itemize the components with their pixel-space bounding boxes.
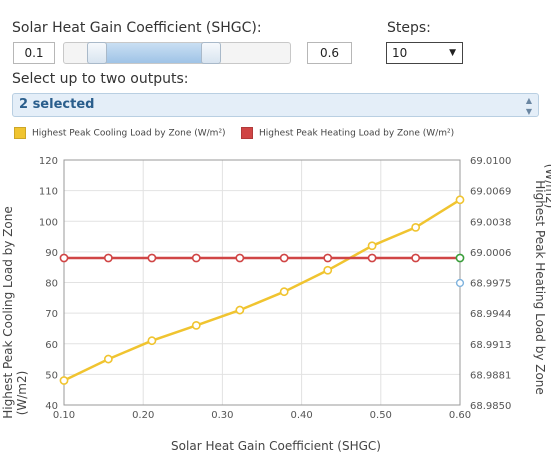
y-left-tick-label: 40 [45,401,58,412]
data-point-cooling [59,376,69,385]
y-right-tick-label: 69.0100 [470,156,511,167]
y-left-tick-label: 50 [45,370,58,381]
y-left-tick-label: 70 [45,309,58,320]
data-point-cooling [147,336,157,346]
legend-label-heating: Highest Peak Heating Load by Zone (W/m²) [259,128,455,139]
data-point-heating [279,253,289,263]
data-point-cooling [367,241,377,251]
chevron-down-icon: ▼ [449,48,456,58]
y-left-tick-label: 90 [45,248,58,259]
y-right-tick-label: 68.9975 [470,279,511,290]
legend-item-heating[interactable]: Highest Peak Heating Load by Zone (W/m²) [241,127,454,140]
shgc-max-input[interactable]: 0.6 [307,42,352,64]
x-tick-label: 0.10 [53,410,75,421]
data-point-cooling [455,195,465,205]
data-point-heating [103,253,113,263]
outputs-multiselect[interactable]: 2 selected ▲ ▼ [12,93,539,117]
y-left-axis-unit: (W/m2) [15,371,29,416]
outputs-label: Select up to two outputs: [12,71,189,87]
y-right-tick-label: 68.9913 [470,340,511,351]
hover-marker [455,278,465,288]
y-left-axis-label: Highest Peak Cooling Load by Zone [1,206,15,419]
series-line-cooling [63,198,461,382]
y-left-tick-label: 120 [39,156,58,167]
y-left-tick-label: 100 [39,217,58,228]
y-right-tick-label: 69.0006 [470,248,511,259]
x-tick-label: 0.20 [132,410,154,421]
slider-range-fill [96,43,212,63]
data-point-cooling [235,305,245,315]
y-right-tick-label: 68.9944 [470,309,511,320]
steps-select[interactable]: 10 ▼ [386,42,463,64]
data-point-heating [59,253,69,263]
x-axis-label: Solar Heat Gain Coefficient (SHGC) [171,439,381,453]
data-point-cooling [411,222,421,232]
steps-label: Steps: [387,20,431,36]
data-point-heating [411,253,421,263]
outputs-value: 2 selected [19,97,95,112]
legend-swatch-heating [241,127,253,139]
legend-label-cooling: Highest Peak Cooling Load by Zone (W/m²) [32,128,226,139]
x-tick-label: 0.60 [449,410,471,421]
slider-min-handle[interactable] [86,42,107,64]
data-point-cooling [279,287,289,297]
y-left-tick-label: 60 [45,340,58,351]
y-right-axis-unit: (W/m2) [543,164,551,209]
data-point-heating [323,253,333,263]
data-point-cooling [191,320,201,330]
data-point-heating [367,253,377,263]
steps-value: 10 [392,46,408,60]
updown-arrows-icon: ▲ ▼ [525,96,532,116]
shgc-range-slider[interactable] [63,42,291,64]
x-tick-label: 0.40 [290,410,312,421]
y-right-axis-label: Highest Peak Heating Load by Zone [533,180,547,395]
y-left-tick-label: 80 [45,279,58,290]
y-right-tick-label: 68.9850 [470,401,511,412]
data-point-heating [235,253,245,263]
legend-swatch-cooling [14,127,26,139]
data-point-heating [191,253,201,263]
y-right-tick-label: 68.9881 [470,370,511,381]
y-right-tick-label: 69.0038 [470,217,511,228]
legend-item-cooling[interactable]: Highest Peak Cooling Load by Zone (W/m²) [14,127,226,140]
data-point-cooling [323,265,333,275]
data-point-cooling [103,354,113,364]
data-point-heating [147,253,157,263]
y-right-tick-label: 69.0069 [470,187,511,198]
shgc-label: Solar Heat Gain Coefficient (SHGC): [12,20,262,36]
shgc-min-input[interactable]: 0.1 [13,42,55,64]
data-point-heating [455,253,465,263]
y-left-tick-label: 110 [39,187,58,198]
x-tick-label: 0.30 [211,410,233,421]
slider-max-handle[interactable] [201,42,222,64]
x-tick-label: 0.50 [370,410,392,421]
